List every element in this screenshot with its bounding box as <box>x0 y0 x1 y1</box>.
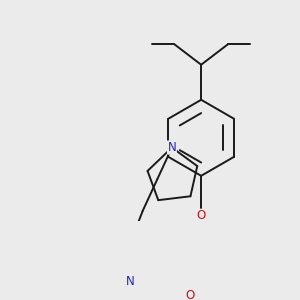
Text: N: N <box>167 141 176 154</box>
Text: O: O <box>186 289 195 300</box>
Text: O: O <box>196 209 206 222</box>
Text: N: N <box>126 275 135 288</box>
